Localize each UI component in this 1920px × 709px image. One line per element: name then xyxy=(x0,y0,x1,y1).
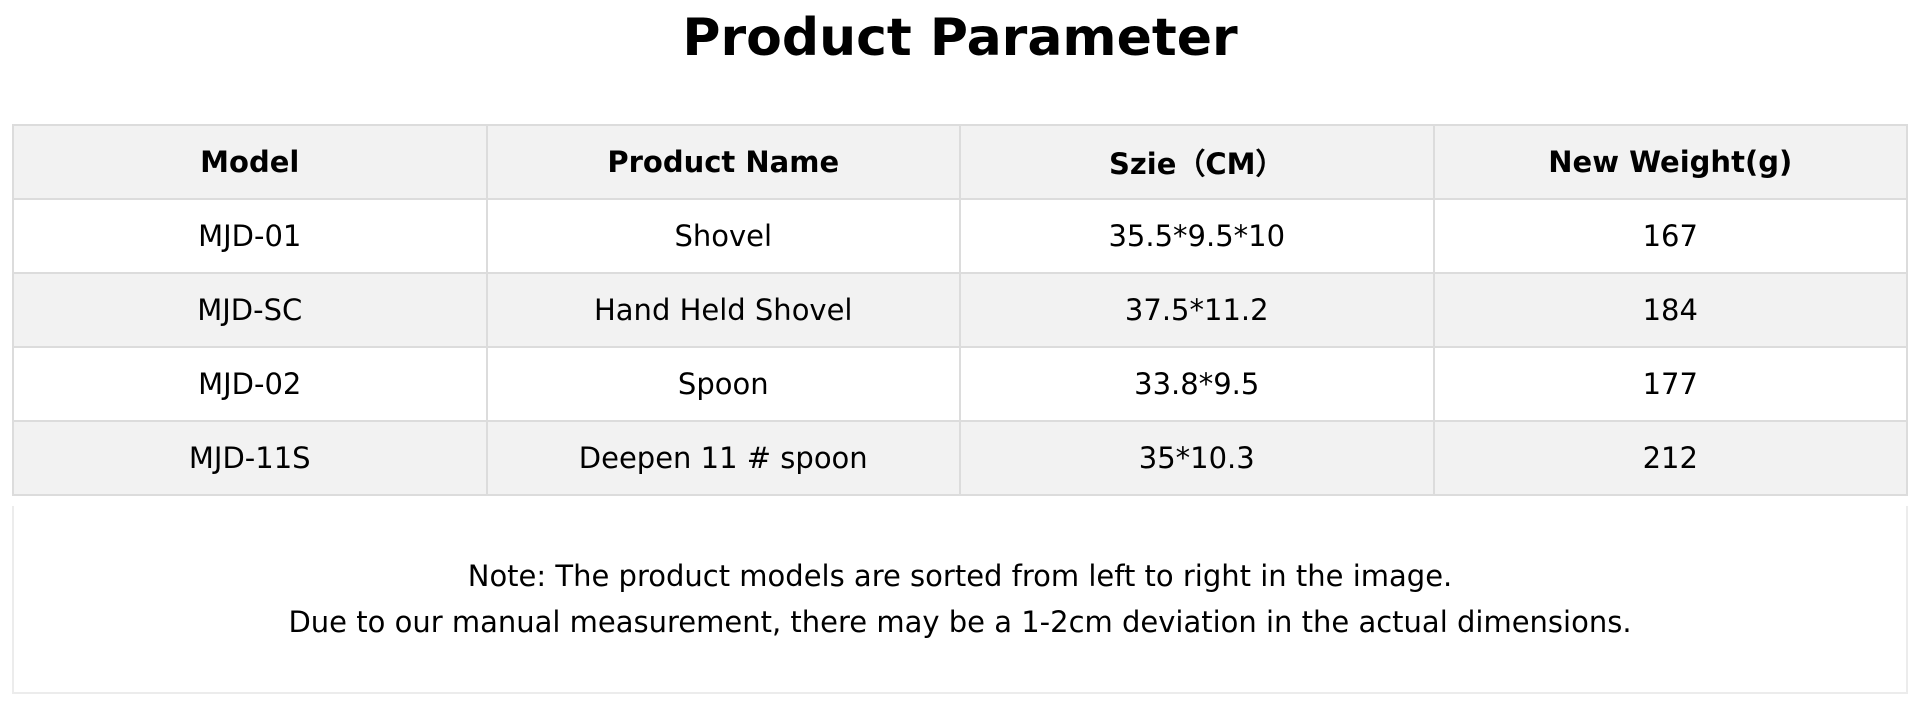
cell-size: 33.8*9.5 xyxy=(959,346,1435,422)
table-row: MJD-01 Shovel 35.5*9.5*10 167 xyxy=(12,198,1908,274)
cell-product-name: Spoon xyxy=(485,346,961,422)
note-box: Note: The product models are sorted from… xyxy=(12,506,1908,694)
cell-size: 35.5*9.5*10 xyxy=(959,198,1435,274)
product-parameter-table: Model Product Name Szie（CM） New Weight(g… xyxy=(12,124,1908,496)
table-row: MJD-11S Deepen 11 # spoon 35*10.3 212 xyxy=(12,420,1908,496)
header-size: Szie（CM） xyxy=(959,124,1435,200)
cell-size: 35*10.3 xyxy=(959,420,1435,496)
cell-model: MJD-01 xyxy=(12,198,488,274)
cell-model: MJD-11S xyxy=(12,420,488,496)
table-row: MJD-02 Spoon 33.8*9.5 177 xyxy=(12,346,1908,422)
note-line-1: Note: The product models are sorted from… xyxy=(467,559,1453,593)
table-row: MJD-SC Hand Held Shovel 37.5*11.2 184 xyxy=(12,272,1908,348)
cell-product-name: Shovel xyxy=(485,198,961,274)
cell-model: MJD-02 xyxy=(12,346,488,422)
cell-model: MJD-SC xyxy=(12,272,488,348)
header-product-name: Product Name xyxy=(485,124,961,200)
cell-weight: 212 xyxy=(1432,420,1908,496)
note-line-2: Due to our manual measurement, there may… xyxy=(288,605,1632,639)
header-model: Model xyxy=(12,124,488,200)
cell-weight: 167 xyxy=(1432,198,1908,274)
cell-size: 37.5*11.2 xyxy=(959,272,1435,348)
cell-weight: 177 xyxy=(1432,346,1908,422)
header-weight: New Weight(g) xyxy=(1432,124,1908,200)
table-header-row: Model Product Name Szie（CM） New Weight(g… xyxy=(12,124,1908,200)
cell-weight: 184 xyxy=(1432,272,1908,348)
page-title: Product Parameter xyxy=(682,8,1238,68)
cell-product-name: Hand Held Shovel xyxy=(485,272,961,348)
cell-product-name: Deepen 11 # spoon xyxy=(485,420,961,496)
